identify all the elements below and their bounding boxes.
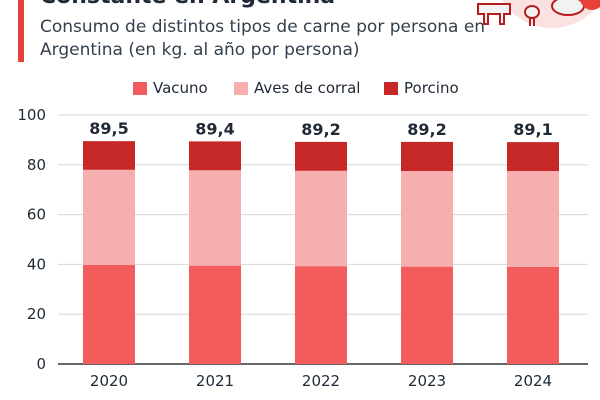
legend: Vacuno Aves de corral Porcino: [133, 79, 459, 97]
y-tick-label: 60: [27, 206, 46, 224]
bar-vacuno-2022: [295, 266, 347, 364]
chicken-icon: [524, 5, 540, 26]
legend-label-vacuno: Vacuno: [153, 79, 208, 97]
bar-vacuno-2021: [189, 265, 241, 364]
total-label-2020: 89,5: [89, 119, 128, 138]
legend-label-porcino: Porcino: [404, 79, 459, 97]
bar-porcino-2020: [83, 141, 135, 170]
accent-bar: [18, 0, 24, 62]
badge-icon: [580, 0, 600, 10]
bar-aves-de-corral-2021: [189, 170, 241, 266]
bar-porcino-2023: [401, 141, 453, 172]
bar-aves-de-corral-2024: [507, 171, 559, 267]
legend-swatch-aves-de-corral: [234, 82, 248, 95]
bar-porcino-2021: [189, 141, 241, 171]
bars: [83, 141, 559, 364]
x-tick-label-2020: 2020: [90, 372, 128, 390]
legend-swatch-vacuno: [133, 82, 147, 95]
page-title: Constante en Argentina: [40, 0, 335, 9]
bar-aves-de-corral-2022: [295, 170, 347, 267]
y-tick-label: 80: [27, 156, 46, 174]
total-label-2021: 89,4: [195, 119, 234, 138]
bar-vacuno-2024: [507, 266, 559, 364]
bar-vacuno-2023: [401, 266, 453, 364]
y-tick-label: 20: [27, 305, 46, 323]
x-tick-label-2023: 2023: [408, 372, 446, 390]
y-tick-label: 100: [17, 106, 46, 124]
total-label-2024: 89,1: [513, 120, 552, 139]
legend-swatch-porcino: [384, 82, 398, 95]
y-tick-label: 0: [36, 355, 46, 373]
x-tick-label-2024: 2024: [514, 372, 552, 390]
bar-vacuno-2020: [83, 264, 135, 364]
bar-aves-de-corral-2023: [401, 171, 453, 267]
legend-label-aves-de-corral: Aves de corral: [254, 79, 360, 97]
chart-subtitle: Consumo de distintos tipos de carne por …: [40, 17, 486, 60]
meat-illustration: [477, 0, 600, 28]
total-label-2023: 89,2: [407, 120, 446, 139]
labels: 89,5 2020 89,4 2021 89,2 2022 89,2 2023 89,1 2024: [89, 119, 552, 390]
bar-porcino-2024: [507, 142, 559, 172]
total-label-2022: 89,2: [301, 120, 340, 139]
y-tick-label: 40: [27, 255, 46, 273]
cow-icon: [477, 3, 511, 25]
bar-aves-de-corral-2020: [83, 169, 135, 265]
x-tick-label-2021: 2021: [196, 372, 234, 390]
bar-porcino-2022: [295, 141, 347, 171]
x-tick-label-2022: 2022: [302, 372, 340, 390]
